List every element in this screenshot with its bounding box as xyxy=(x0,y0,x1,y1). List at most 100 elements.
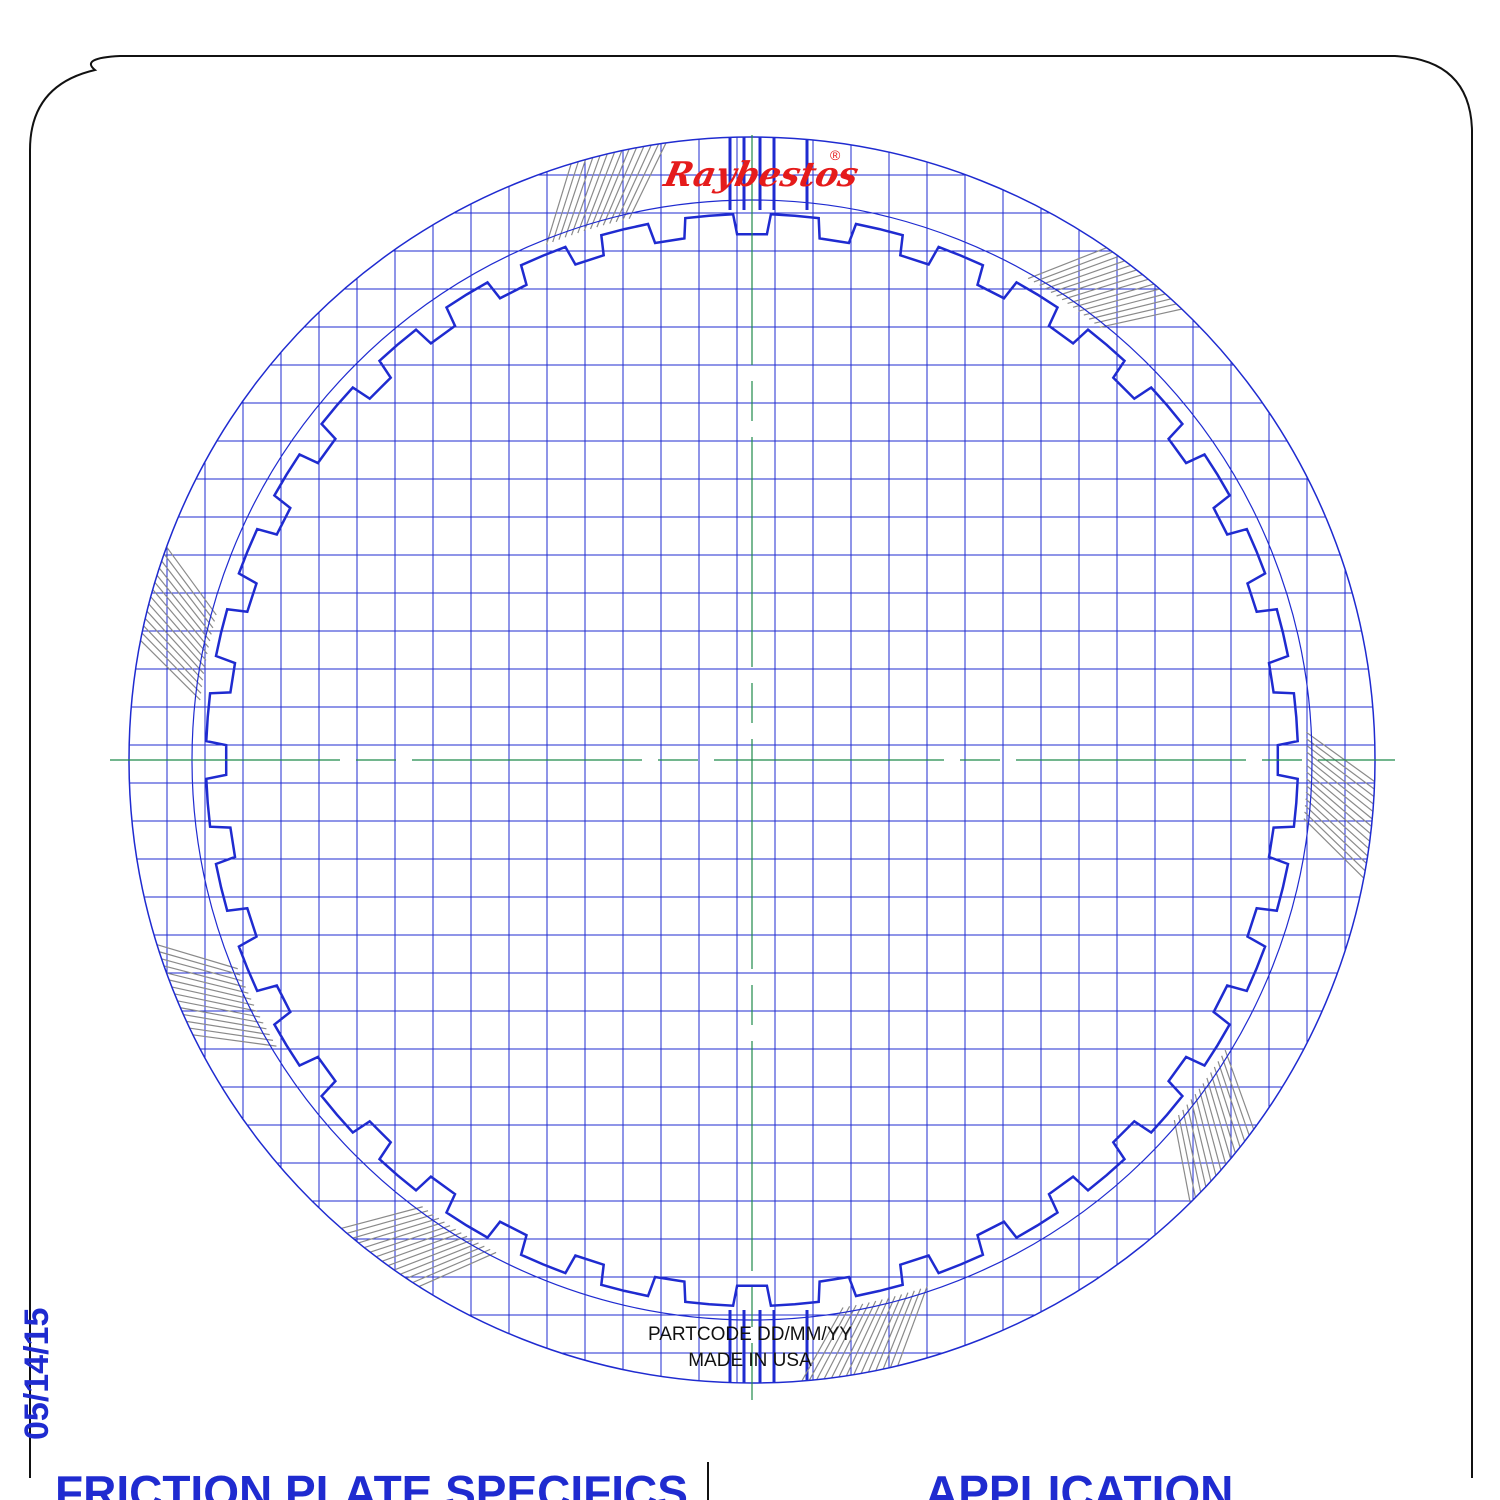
hatch-line xyxy=(155,956,244,982)
hatch-line xyxy=(1072,281,1160,308)
hatch-line xyxy=(358,1221,445,1250)
hatch-line xyxy=(1206,1077,1233,1165)
hatch-line xyxy=(1306,738,1376,794)
hatch-line xyxy=(413,1251,497,1290)
hatch-line xyxy=(394,1242,479,1278)
hatch-line xyxy=(159,548,216,622)
hatch-line xyxy=(388,1239,473,1273)
hatch-line xyxy=(1078,286,1166,312)
hatch-line xyxy=(1304,805,1372,868)
hatch-line xyxy=(1306,785,1375,846)
hatch-line xyxy=(157,555,214,629)
hatch-line xyxy=(552,155,581,243)
hatch-line xyxy=(835,1300,877,1383)
hatch-line xyxy=(820,1303,864,1384)
hatch-line xyxy=(168,992,258,1012)
hatch-line xyxy=(346,1213,434,1241)
hatch-line xyxy=(335,1206,423,1231)
spline-bore xyxy=(204,212,1300,1308)
hatch-line xyxy=(865,1294,903,1378)
hatch-line xyxy=(146,591,207,661)
hatch-line xyxy=(850,1297,890,1381)
hatch-line xyxy=(183,1026,274,1041)
hatch-line xyxy=(1305,791,1374,854)
hatch-line xyxy=(144,599,206,668)
hatch-line xyxy=(805,1306,851,1384)
hatch-line xyxy=(1306,778,1376,839)
raybestos-logo: Raybestos ® xyxy=(660,147,862,195)
hatch-line xyxy=(174,1006,264,1024)
hatch-line xyxy=(153,949,241,976)
hatch-line xyxy=(1202,1083,1229,1171)
hatch-line xyxy=(140,613,204,681)
date-stamp: 05/14/15 xyxy=(18,1307,56,1440)
hatch-line xyxy=(1306,745,1376,801)
hatch-line xyxy=(1045,258,1131,290)
hatch-line xyxy=(1306,751,1376,809)
hatch-line xyxy=(1173,1119,1192,1209)
hatch-line xyxy=(1213,1066,1243,1154)
hatch-line xyxy=(400,1245,485,1282)
hatch-line xyxy=(1182,1109,1203,1199)
hatch-line xyxy=(602,142,640,226)
hatch-line xyxy=(1039,253,1125,286)
hatch-line xyxy=(171,999,261,1018)
sheet-frame xyxy=(29,55,1473,1478)
hatch-line xyxy=(1050,262,1137,293)
hatch-line xyxy=(376,1232,462,1264)
hatch-line xyxy=(564,151,596,238)
hatch-line xyxy=(148,584,208,655)
hatch-line xyxy=(180,1019,270,1036)
hatch-line xyxy=(583,146,618,232)
hatch-line xyxy=(370,1228,456,1260)
hatch-line xyxy=(628,137,670,220)
registered-mark: ® xyxy=(830,147,841,163)
hatch-line xyxy=(1303,818,1369,883)
hatch-line xyxy=(1198,1088,1224,1177)
hatch-line xyxy=(577,148,610,234)
hatch-line xyxy=(186,1033,277,1047)
hatch-line xyxy=(570,149,603,236)
hatch-line xyxy=(406,1248,491,1286)
hatch-line xyxy=(177,1012,267,1030)
hatch-line xyxy=(382,1235,468,1269)
hatch-line xyxy=(880,1290,915,1375)
hatch-line xyxy=(135,635,201,701)
hatch-line xyxy=(139,621,203,688)
hatch-line xyxy=(589,144,625,230)
hatch-line xyxy=(1033,249,1119,283)
friction-plate xyxy=(110,135,1395,1400)
hatch-line xyxy=(558,153,588,240)
hatch-line xyxy=(615,139,655,223)
hatch-line xyxy=(858,1295,896,1380)
friction-face-pattern xyxy=(128,136,1376,1384)
hatch-line xyxy=(798,1307,844,1384)
hatch-line xyxy=(162,541,217,616)
hatch-line xyxy=(1194,1093,1219,1182)
hatch-line xyxy=(152,570,211,642)
hatch-line xyxy=(1306,758,1376,816)
hatch-line xyxy=(151,942,238,970)
hatch-line xyxy=(887,1288,922,1374)
hatch-line xyxy=(1190,1099,1213,1188)
hatch-line xyxy=(609,140,647,224)
hatch-line xyxy=(340,1210,429,1236)
hatch-line xyxy=(1088,296,1177,320)
hatch-line xyxy=(160,970,249,994)
hatch-line xyxy=(150,577,210,648)
hatch-line xyxy=(1224,1049,1257,1136)
hatch-line xyxy=(1306,771,1376,831)
hatch-line xyxy=(163,978,252,1000)
hatch-line xyxy=(1217,1061,1248,1148)
hatch-line xyxy=(142,606,205,674)
hatch-line xyxy=(813,1304,857,1384)
hatch-line xyxy=(1186,1104,1208,1193)
hatch-line xyxy=(165,985,255,1006)
hatch-line xyxy=(137,628,202,694)
hatch-line xyxy=(1210,1072,1238,1159)
hatch-line xyxy=(1305,798,1373,861)
hatch-line xyxy=(1304,811,1370,876)
hatch-line xyxy=(1061,272,1149,301)
hatch-line xyxy=(1056,267,1143,297)
